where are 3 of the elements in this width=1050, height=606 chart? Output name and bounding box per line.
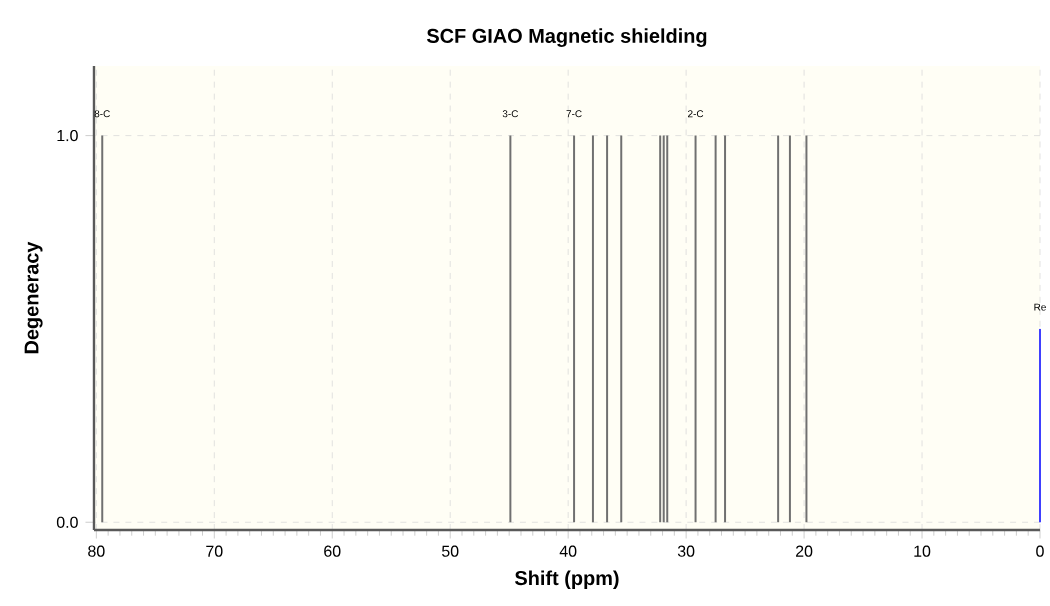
chart-title: SCF GIAO Magnetic shielding bbox=[426, 28, 707, 47]
y-axis-title: Degeneracy bbox=[24, 241, 43, 354]
x-axis-title: Shift (ppm) bbox=[514, 570, 619, 590]
